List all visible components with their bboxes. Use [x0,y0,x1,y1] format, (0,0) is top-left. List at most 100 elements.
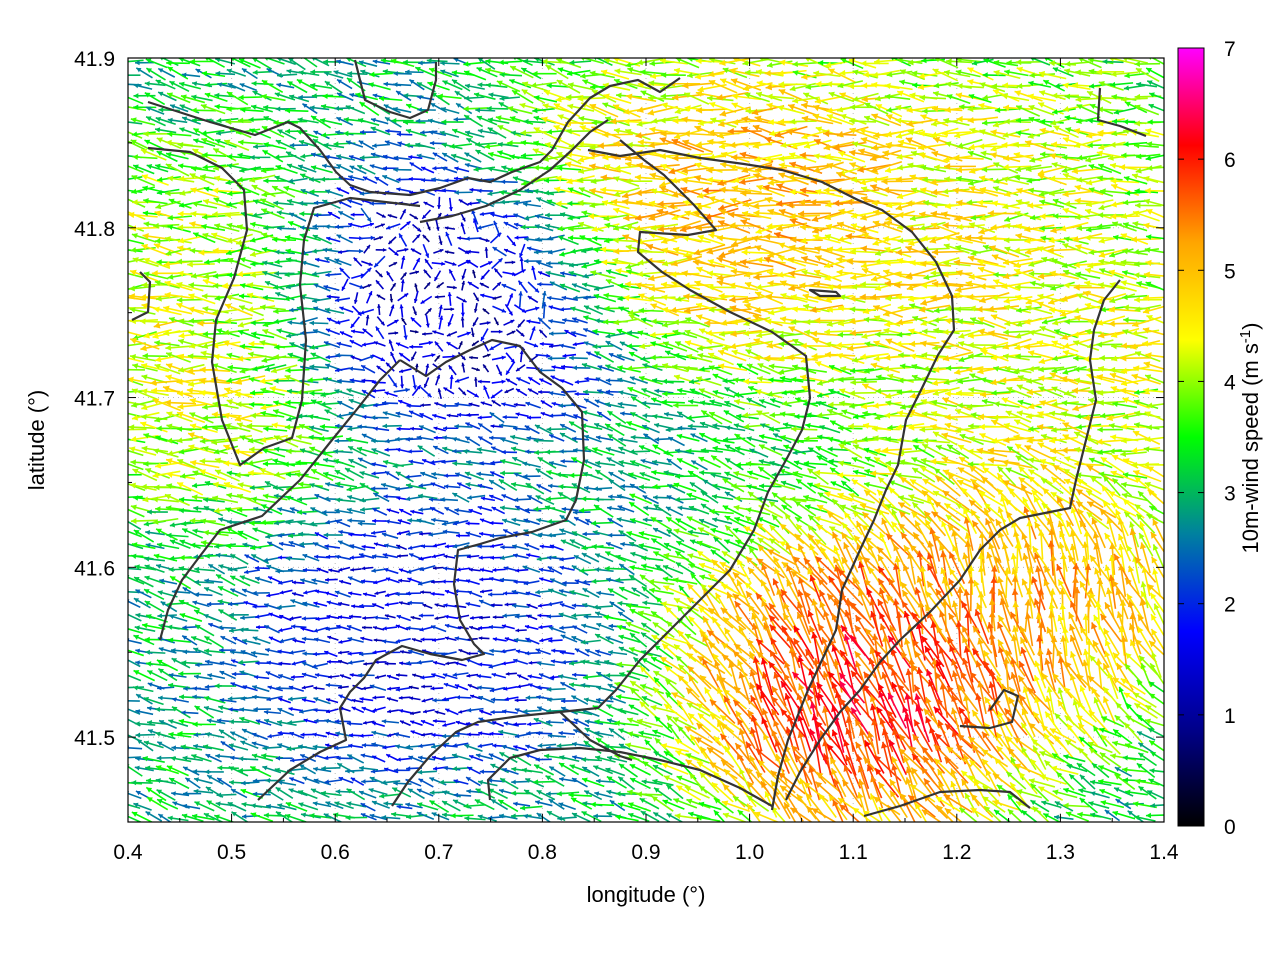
wind-arrow [440,69,459,78]
wind-arrow [333,70,353,78]
wind-arrow [730,78,762,91]
wind-arrow [1088,58,1114,65]
wind-arrow [580,58,604,65]
wind-arrow [463,61,487,67]
wind-arrow [214,92,236,99]
wind-arrow [532,107,555,114]
wind-arrow [577,95,606,102]
wind-arrow [200,103,226,115]
wind-arrow [813,70,841,78]
wind-arrow [979,82,1006,93]
wind-arrow [896,90,925,103]
wind-arrow [983,58,1006,68]
wind-arrow [427,81,450,91]
wind-arrow [541,58,569,65]
wind-arrow [276,58,297,66]
wind-arrow [157,91,177,102]
wind-arrow [675,58,700,69]
wind-arrow [719,58,750,66]
wind-arrow [919,94,947,101]
wind-arrow [157,67,176,78]
wind-arrow [345,105,366,115]
wind-arrow [298,94,318,100]
wind-arrow [359,101,380,117]
wind-arrow [217,82,236,89]
wind-arrow [839,69,868,77]
wind-arrow [860,60,889,67]
wind-arrow [463,70,487,81]
wind-arrow [288,94,310,103]
wind-arrow [766,60,793,68]
wind-arrow [191,94,213,102]
wind-arrow [440,106,460,115]
wind-arrow [368,82,391,91]
wind-arrow [839,92,868,106]
wind-arrow [582,79,606,91]
wind-arrow [285,107,309,114]
wind-arrow [477,58,496,70]
wind-arrow [533,95,558,103]
wind-arrow [1110,71,1138,78]
wind-arrow [133,93,156,99]
wind-arrow [324,80,343,94]
wind-arrow [189,58,214,65]
wind-arrow [943,69,971,78]
wind-arrow [264,58,285,65]
wind-arrow [475,107,496,113]
wind-arrow [1148,92,1164,100]
wind-arrow [520,67,542,80]
wind-arrow [135,67,153,79]
wind-arrow [251,58,273,70]
wind-arrow [613,78,638,90]
wind-arrow [145,58,168,69]
wind-arrow [240,107,264,113]
wind-arrow [509,78,532,89]
wind-arrow [145,106,165,115]
wind-arrow [378,95,403,102]
wind-arrow [166,60,190,66]
wind-arrow [496,80,521,93]
wind-arrow [932,68,959,82]
wind-arrow [178,58,201,67]
wind-arrow [442,80,463,91]
wind-arrow [201,70,226,78]
wind-arrow [239,83,258,92]
wind-arrow [238,58,261,69]
wind-arrow [955,69,981,78]
wind-arrow [884,82,913,91]
wind-arrow [408,79,425,91]
wind-arrow [511,89,534,104]
wind-arrow [766,93,795,100]
wind-arrow [181,72,201,78]
wind-arrow [1051,92,1079,99]
wind-arrow [1123,84,1146,91]
wind-arrow [1064,60,1091,67]
wind-arrow [956,58,982,63]
wind-arrow [911,70,938,77]
wind-arrow [709,58,736,65]
wind-arrow [241,67,258,80]
wind-arrow [556,58,582,69]
wind-arrow [498,59,522,66]
wind-arrow [603,93,632,104]
wind-arrow [296,78,318,92]
wind-arrow [418,60,437,66]
wind-arrow [437,93,462,100]
wind-arrow [252,69,275,76]
wind-arrow [557,67,581,77]
wind-arrow [275,106,296,112]
wind-arrow [226,68,247,77]
wind-arrow [566,69,591,77]
wind-arrow [934,58,959,69]
wind-arrow [358,60,378,67]
wind-arrow [144,91,166,106]
wind-arrow [428,67,453,78]
wind-arrow [145,67,166,81]
wind-arrow [298,70,320,77]
wind-arrow [567,82,594,91]
wind-arrows [128,58,1164,822]
wind-arrow [509,65,534,79]
wind-arrow [215,70,236,76]
wind-arrow [884,93,911,100]
wind-arrow [133,104,157,110]
